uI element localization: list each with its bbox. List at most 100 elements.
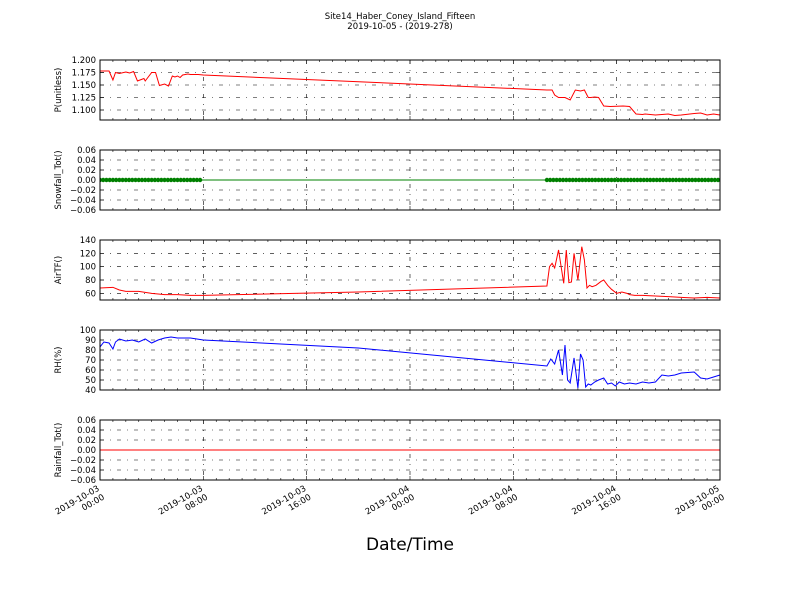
y-tick-label: −0.02 [70, 456, 96, 466]
data-point [648, 177, 653, 183]
data-point [130, 177, 135, 183]
y-tick-label: 60 [85, 366, 96, 376]
data-point [560, 177, 566, 183]
data-point [644, 177, 650, 183]
data-point [615, 177, 621, 183]
y-tick-label: 0.06 [77, 146, 96, 156]
data-point [625, 177, 630, 183]
y-tick-label: 70 [85, 356, 96, 366]
data-point [589, 177, 595, 183]
data-point [152, 177, 158, 183]
data-point [673, 177, 679, 183]
data-point [120, 177, 125, 183]
data-point [602, 177, 608, 183]
data-point [609, 177, 614, 183]
data-point [557, 177, 563, 183]
data-point [635, 177, 640, 183]
data-point [622, 177, 627, 183]
y-tick-label: 40 [85, 386, 96, 396]
chart-panel-2: −0.06−0.04−0.020.000.020.040.06 Snowfall_… [54, 146, 721, 216]
data-point [618, 177, 624, 183]
series [100, 177, 720, 183]
y-axis-label: Snowfall_Tot() [54, 150, 64, 209]
data-point [683, 177, 688, 183]
data-point [551, 177, 556, 183]
data-point [159, 177, 164, 183]
data-point [706, 177, 711, 183]
y-tick-label: 140 [80, 236, 96, 246]
data-point [583, 177, 588, 183]
data-point [677, 177, 682, 183]
plot-frame [99, 59, 721, 121]
x-tick-label: 2019-10-0416:00 [570, 484, 623, 526]
data-point [564, 177, 569, 183]
chart-panel-3: 60 80 100 120 140 AirTF() [54, 236, 721, 301]
data-point [593, 177, 598, 183]
chart-panels: 1.100 1.125 1.150 1.175 1.200 P(unitless) −0.0… [54, 56, 721, 486]
y-tick-label: −0.02 [70, 186, 96, 196]
series [100, 336, 720, 389]
data-point [631, 177, 637, 183]
y-tick-label: 0.00 [77, 446, 96, 456]
data-point [126, 177, 132, 183]
plot-frame [99, 239, 721, 301]
y-axis-label: AirTF() [54, 256, 64, 284]
data-point [175, 177, 180, 183]
y-tick-label: 1.175 [72, 69, 96, 79]
data-point [570, 177, 575, 183]
data-point [181, 177, 187, 183]
data-point [702, 177, 708, 183]
data-point [654, 177, 659, 183]
y-tick-label: 0.00 [77, 176, 96, 186]
data-point [696, 177, 701, 183]
data-point [113, 177, 119, 183]
series [100, 246, 720, 299]
data-point [638, 177, 643, 183]
y-tick-label: 0.04 [77, 156, 96, 166]
data-point [188, 177, 193, 183]
plot-frame [99, 419, 721, 481]
data-point [554, 177, 559, 183]
data-point [660, 177, 666, 183]
data-point [712, 177, 718, 183]
y-tick-label: −0.06 [70, 206, 96, 216]
data-point [693, 177, 698, 183]
data-point [586, 177, 592, 183]
data-point [136, 177, 141, 183]
x-tick-label: 2019-10-0300:00 [54, 484, 107, 526]
chart-subtitle: 2019-10-05 - (2019-278) [347, 22, 452, 32]
data-point [191, 177, 196, 183]
series-line [100, 246, 720, 299]
data-point [664, 177, 669, 183]
data-point [641, 177, 646, 183]
series-line [100, 336, 720, 389]
y-tick-label: 120 [80, 249, 96, 259]
x-tick-labels: 2019-10-0300:00 2019-10-0308:00 2019-10-03… [54, 484, 727, 526]
data-point [146, 177, 151, 183]
data-point [547, 177, 553, 183]
data-point [680, 177, 685, 183]
y-tick-label: 0.06 [77, 416, 96, 426]
series-line [100, 70, 720, 117]
data-point [197, 177, 203, 183]
y-tick-label: 1.125 [72, 94, 96, 104]
data-point [155, 177, 161, 183]
data-point [123, 177, 129, 183]
chart-panel-5: −0.06−0.04−0.020.000.020.040.06 Rainfall_… [54, 416, 721, 486]
data-point [580, 177, 585, 183]
data-point [612, 177, 617, 183]
data-point [690, 177, 695, 183]
data-point [101, 177, 106, 183]
data-point [709, 177, 714, 183]
y-tick-label: 50 [85, 376, 96, 386]
chart-panel-1: 1.100 1.125 1.150 1.175 1.200 P(unitless) [54, 56, 721, 121]
data-point [667, 177, 672, 183]
data-point [143, 177, 148, 183]
y-axis-label: RH(%) [54, 346, 64, 373]
y-tick-label: 90 [85, 336, 96, 346]
x-tick-label: 2019-10-0400:00 [364, 484, 417, 526]
y-axis-label: Rainfall_Tot() [54, 423, 64, 478]
data-point [686, 177, 692, 183]
